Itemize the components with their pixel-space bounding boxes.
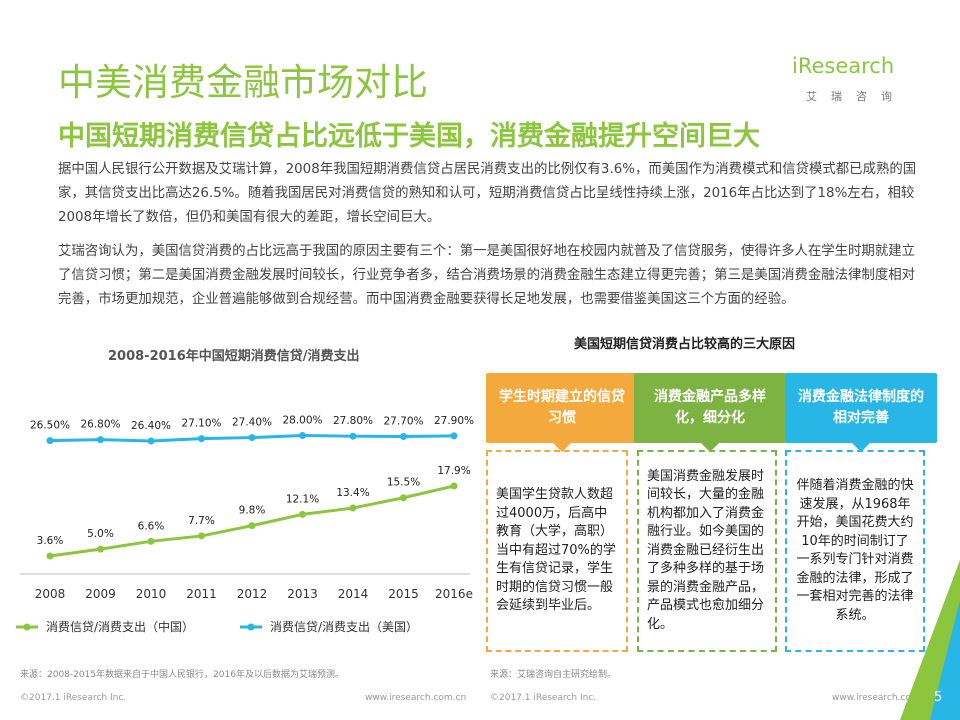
x-tick-label: 2011 [186,587,217,601]
logo-sub: 艾瑞咨询 [806,90,906,103]
chart-source-note: 来源：2008-2015年数据来自于中国人民银行，2016年及以后数据为艾瑞预测… [20,670,344,680]
legend-marker [247,623,255,631]
legend-label: 消费信贷/消费支出（中国） [46,619,194,634]
reason-body-text: 伴随着消费金融的快速发展，从1968年开始，美国花费大约10年的时间制订了一系列… [796,478,914,623]
iresearch-logo: iResearch 艾瑞咨询 [792,54,916,114]
data-point [46,437,54,445]
data-label: 27.70% [383,416,423,428]
data-point [450,482,458,490]
arrow-down-icon [552,442,572,452]
data-point [400,433,407,441]
x-tick-label: 2016e [435,587,473,601]
data-point [147,537,155,545]
arrow-down-icon [851,442,871,452]
reason-body-text: 美国学生贷款人数超过4000万，后高中教育（大学，高职）当中有超过70%的学生有… [496,487,616,614]
data-label: 27.40% [232,417,272,429]
data-label: 17.9% [437,465,470,477]
data-point [349,432,357,440]
data-point [299,432,306,439]
data-label: 3.6% [37,535,64,547]
data-point [46,552,54,560]
data-point [97,436,104,444]
data-label: 13.4% [336,487,369,499]
x-tick-label: 2013 [287,587,318,601]
data-label: 27.10% [181,418,221,430]
corner-blue-shape [930,600,960,720]
data-point [400,494,407,502]
data-label: 5.0% [87,528,114,540]
data-point [198,532,205,540]
corner-decoration [900,560,960,720]
analysis-paragraph: 艾瑞咨询认为，美国信贷消费的占比远高于我国的原因主要有三个：第一是美国很好地在校… [58,244,915,307]
reason-head-label: 消费金融法律制度的相对完善 [798,389,924,426]
page-subtitle: 中国短期消费信贷占比远低于美国，消费金融提升空间巨大 [58,121,760,152]
data-label: 26.50% [30,420,70,432]
reason-head-legal-system: 消费金融法律制度的相对完善 [785,373,937,452]
data-point [299,510,306,518]
data-point [450,432,458,440]
reason-body-credit-habit: 美国学生贷款人数超过4000万，后高中教育（大学，高职）当中有超过70%的学生有… [486,450,628,652]
data-point [248,522,256,530]
reason-head-credit-habit: 学生时期建立的信贷习惯 [486,373,638,452]
reason-head-label: 消费金融产品多样化，细分化 [654,389,766,426]
data-label: 7.7% [188,515,215,527]
reason-body-text: 美国消费金融发展时间较长，大量的金融机构都加入了消费金融行业。如今美国的消费金融… [647,468,765,632]
chart-title: 2008-2016年中国短期消费信贷/消费支出 [108,349,360,364]
reason-head-product-diversity: 消费金融产品多样化，细分化 [634,373,786,452]
reason-body-product-diversity: 美国消费金融发展时间较长，大量的金融机构都加入了消费金融行业。如今美国的消费金融… [637,450,777,652]
data-label: 9.8% [239,505,266,517]
arrow-down-icon [700,442,720,452]
legend-label: 消费信贷/消费支出（美国） [270,620,418,634]
data-label: 26.80% [80,419,120,431]
footer-copyright-left: ©2017.1 iResearch Inc. [20,693,127,703]
intro-paragraph: 据中国人民银行公开数据及艾瑞计算，2008年我国短期消费信贷占居民消费支出的比例… [58,162,917,225]
data-point [248,434,256,442]
page-number: 5 [934,690,943,705]
data-point [97,545,104,553]
footer-url-right: www.iresearch.com.cn [832,693,934,703]
reason-body-legal-system: 伴随着消费金融的快速发展，从1968年开始，美国花费大约10年的时间制订了一系列… [785,450,925,652]
line-chart: 2008 2009 2010 2011 2012 2013 2014 2015 2016e 26.… [16,415,474,634]
data-point [198,435,205,443]
reason-head-label: 学生时期建立的信贷习惯 [499,389,625,426]
x-tick-label: 2009 [85,587,116,601]
data-point [147,437,155,445]
reasons-source-note: 来源：艾瑞咨询自主研究绘制。 [490,670,617,680]
data-label: 6.6% [138,520,165,532]
x-tick-label: 2012 [237,587,268,601]
series-line [49,484,455,558]
page-title: 中美消费金融市场对比 [58,61,428,104]
footer-copyright-right: ©2017.1 iResearch Inc. [490,693,597,703]
logo-brand: iResearch [792,54,895,78]
x-tick-label: 2010 [136,587,167,601]
data-point [349,504,357,512]
x-tick-label: 2008 [35,587,66,601]
data-label: 27.90% [434,415,474,427]
footer-url-left: www.iresearch.com.cn [365,693,467,703]
data-label: 28.00% [282,415,322,427]
reasons-title: 美国短期信贷消费占比较高的三大原因 [574,337,796,352]
data-label: 12.1% [286,493,319,505]
data-label: 15.5% [387,477,420,489]
data-label: 27.80% [333,415,373,427]
x-tick-label: 2014 [338,587,369,601]
data-label: 26.40% [131,420,171,432]
x-tick-label: 2015 [388,587,419,601]
legend-marker [23,623,31,631]
